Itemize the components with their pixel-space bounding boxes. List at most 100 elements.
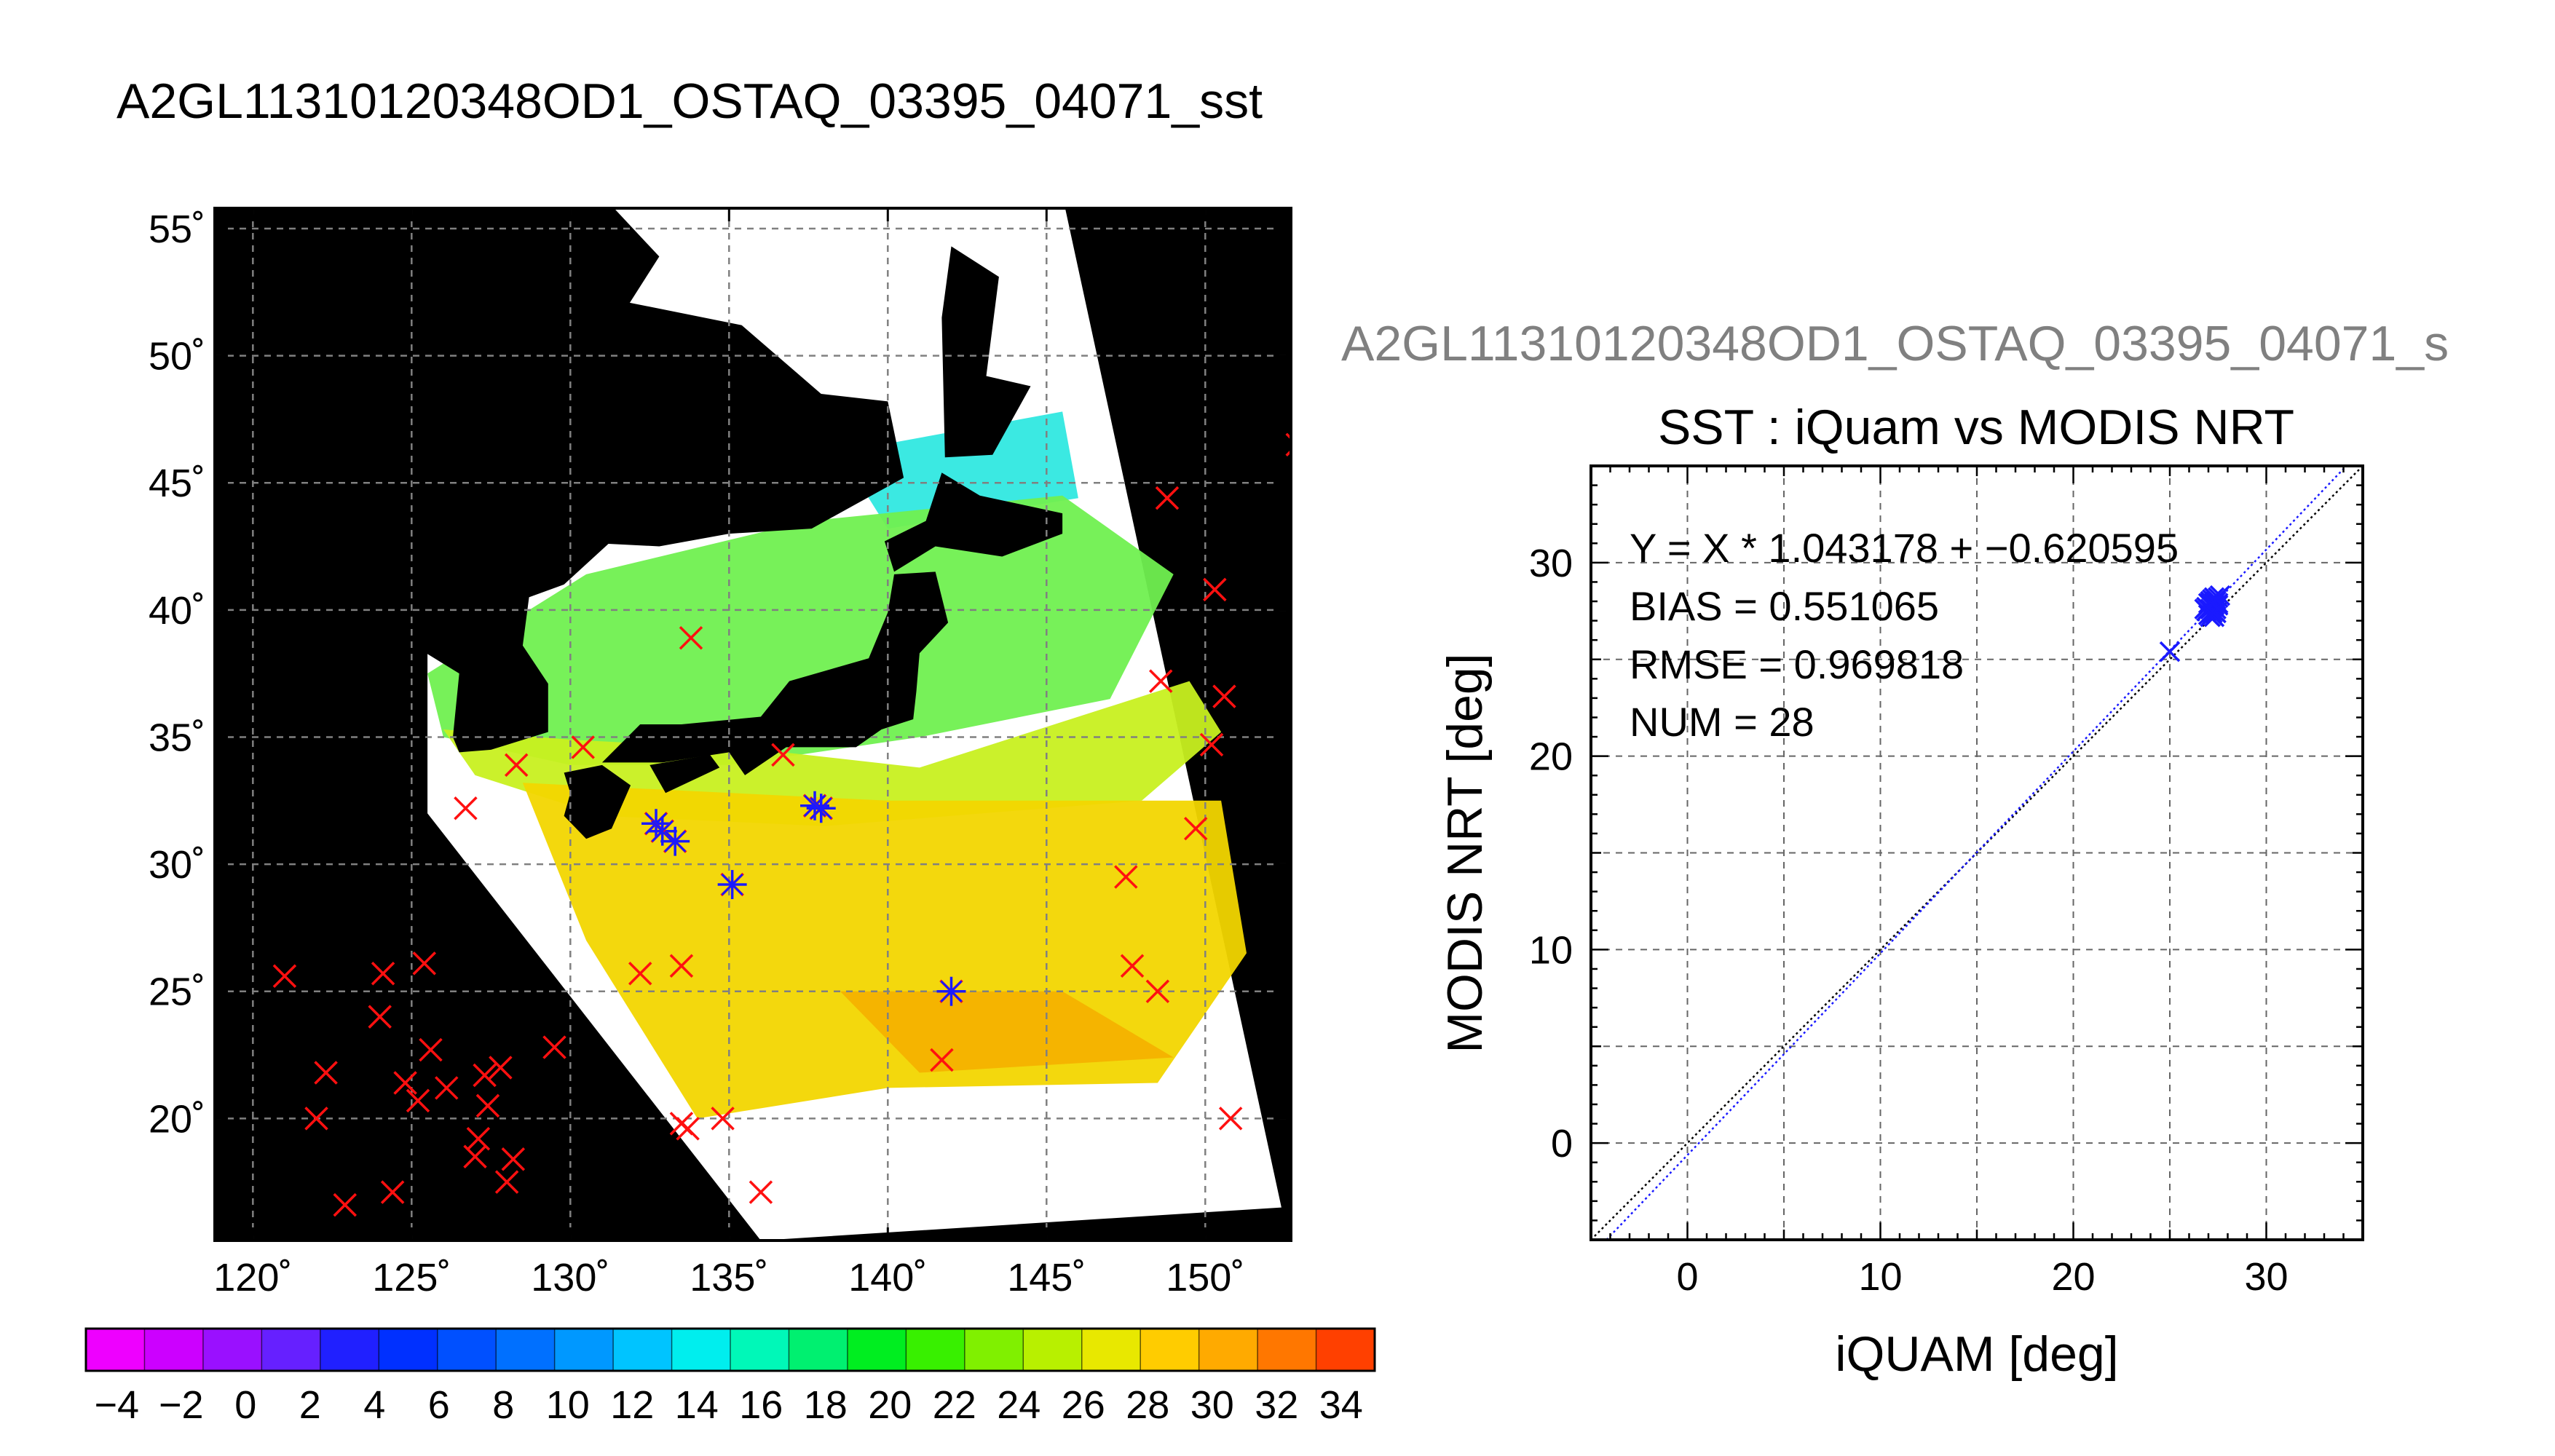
colorbar-tick-label: 16 [739, 1383, 783, 1427]
buoy-marker-red [628, 962, 652, 986]
map-gridlines [215, 208, 1291, 1241]
colorbar-tick-label: 24 [997, 1383, 1040, 1427]
colorbar-tick-label: 28 [1126, 1383, 1169, 1427]
colorbar-cell [1257, 1329, 1317, 1371]
colorbar-tick-label: 12 [610, 1383, 654, 1427]
lat-tick-label: 35˚ [149, 716, 205, 759]
buoy-marker-red [711, 1107, 735, 1131]
buoy-marker-red [454, 796, 478, 820]
buoy-marker-red [314, 1061, 338, 1085]
sst-map: 120˚ 125˚ 130˚ 135˚ 140˚ 145˚ 150˚ 20˚ 25˚ 30˚ 35… [149, 207, 1292, 1299]
buoy-marker-red [1145, 979, 1170, 1003]
scatter-point [2202, 604, 2223, 625]
buoy-marker-red [1212, 684, 1236, 708]
annotation-rmse: RMSE = 0.969818 [1630, 641, 1964, 687]
buoy-marker-red [669, 954, 694, 978]
lat-tick-label: 50˚ [149, 335, 205, 379]
fit-annotations: Y = X * 1.043178 + −0.620595 BIAS = 0.55… [1630, 525, 2179, 745]
colorbar-tick-label: 34 [1319, 1383, 1363, 1427]
scatter-x-axis-label: iQUAM [deg] [1835, 1326, 2118, 1382]
lat-tick-labels: 20˚ 25˚ 30˚ 35˚ 40˚ 45˚ 50˚ 55˚ [149, 207, 205, 1141]
lon-tick-label: 140˚ [848, 1256, 927, 1299]
main-title: A2GL11310120348OD1_OSTAQ_03395_04071_sst [117, 74, 1263, 129]
land-sakhalin [941, 246, 1031, 458]
buoy-marker-red [676, 1117, 700, 1141]
lon-tick-label: 135˚ [690, 1256, 768, 1299]
colorbar-tick-label: 8 [492, 1383, 514, 1427]
colorbar-cell [1140, 1329, 1200, 1371]
colorbar-tick-label: 20 [868, 1383, 912, 1427]
lon-tick-label: 130˚ [531, 1256, 609, 1299]
colorbar-cell [379, 1329, 438, 1371]
scatter-subtitle: A2GL11310120348OD1_OSTAQ_03395_04071_s [1341, 316, 2449, 371]
annotation-num: NUM = 28 [1630, 699, 1814, 745]
buoy-marker-red [1203, 577, 1227, 602]
lon-tick-label: 125˚ [372, 1256, 451, 1299]
colorbar-cell [320, 1329, 379, 1371]
buoy-marker-red [473, 1063, 497, 1088]
buoy-marker-red [930, 1048, 954, 1072]
colorbar-tick-label: 32 [1255, 1383, 1298, 1427]
buoy-markers-matched [641, 791, 966, 1006]
buoy-marker-red [504, 753, 529, 778]
buoy-marker-red [749, 1180, 773, 1204]
lon-tick-labels: 120˚ 125˚ 130˚ 135˚ 140˚ 145˚ 150˚ [213, 1256, 1244, 1299]
colorbar-tick-labels: −4 −2 0 2 4 6 8 10 12 14 16 18 20 22 24 26 28 30 32 34 [94, 1383, 1362, 1427]
scatter-y-axis-label: MODIS NRT [deg] [1437, 653, 1493, 1053]
buoy-marker-red [419, 1037, 443, 1062]
scatter-y-tick-label: 30 [1529, 542, 1573, 585]
map-frame [213, 207, 1292, 1242]
sst-zone-cold [840, 411, 1078, 529]
scatter-y-tick-label: 0 [1551, 1122, 1573, 1166]
annotation-bias: BIAS = 0.551065 [1630, 583, 1939, 629]
buoy-marker-red [406, 1088, 430, 1113]
lat-tick-label: 45˚ [149, 462, 205, 505]
land-taiwan [269, 984, 314, 1065]
map-tick-marks [215, 208, 1291, 1241]
buoy-marker-red [463, 1144, 487, 1168]
sst-zone-sea-of-japan [427, 495, 1174, 765]
colorbar-tick-label: 6 [428, 1383, 450, 1427]
land-masses [215, 208, 1063, 1065]
annotation-fit-equation: Y = X * 1.043178 + −0.620595 [1630, 525, 2179, 571]
colorbar-tick-label: 26 [1062, 1383, 1105, 1427]
buoy-marker-red [679, 626, 703, 650]
colorbar-cells [85, 1329, 1375, 1371]
sst-zones [427, 411, 1247, 1119]
colorbar-cell [554, 1329, 614, 1371]
buoy-marker-red [1155, 486, 1180, 510]
colorbar-frame [84, 1327, 1376, 1372]
colorbar: −4 −2 0 2 4 6 8 10 12 14 16 18 20 22 24 26 28 30 32 34 [84, 1327, 1376, 1427]
buoy-marker-red [494, 1170, 519, 1194]
lat-tick-label: 30˚ [149, 843, 205, 887]
colorbar-tick-label: 22 [933, 1383, 976, 1427]
land-honshu [601, 571, 949, 775]
scatter-y-tick-label: 10 [1529, 928, 1573, 972]
buoy-marker-red [272, 964, 297, 989]
buoy-marker-red [771, 743, 795, 767]
buoy-marker-red [1120, 954, 1145, 978]
buoy-marker-red [571, 735, 595, 759]
colorbar-tick-label: 30 [1190, 1383, 1234, 1427]
colorbar-cell [1316, 1329, 1375, 1371]
buoy-marker-red [1199, 732, 1224, 757]
colorbar-cell [906, 1329, 965, 1371]
lat-tick-label: 55˚ [149, 207, 205, 251]
buoy-marker-matched [660, 826, 690, 856]
buoy-marker-red [501, 1147, 526, 1171]
colorbar-tick-label: 10 [546, 1383, 590, 1427]
buoy-marker-red [542, 1035, 566, 1059]
colorbar-cell [437, 1329, 497, 1371]
colorbar-tick-label: 14 [675, 1383, 719, 1427]
scatter-x-tick-labels: 0 10 20 30 [1676, 1255, 2288, 1299]
buoy-marker-red [435, 1076, 459, 1100]
buoy-marker-red [304, 1107, 328, 1131]
colorbar-cell [613, 1329, 673, 1371]
scatter-gridlines [1591, 466, 2363, 1240]
scatter-x-tick-label: 30 [2244, 1255, 2288, 1299]
scatter-y-tick-label: 20 [1529, 735, 1573, 779]
buoy-marker-red [1114, 865, 1138, 889]
lon-tick-label: 150˚ [1166, 1256, 1244, 1299]
lon-tick-label: 120˚ [213, 1256, 292, 1299]
